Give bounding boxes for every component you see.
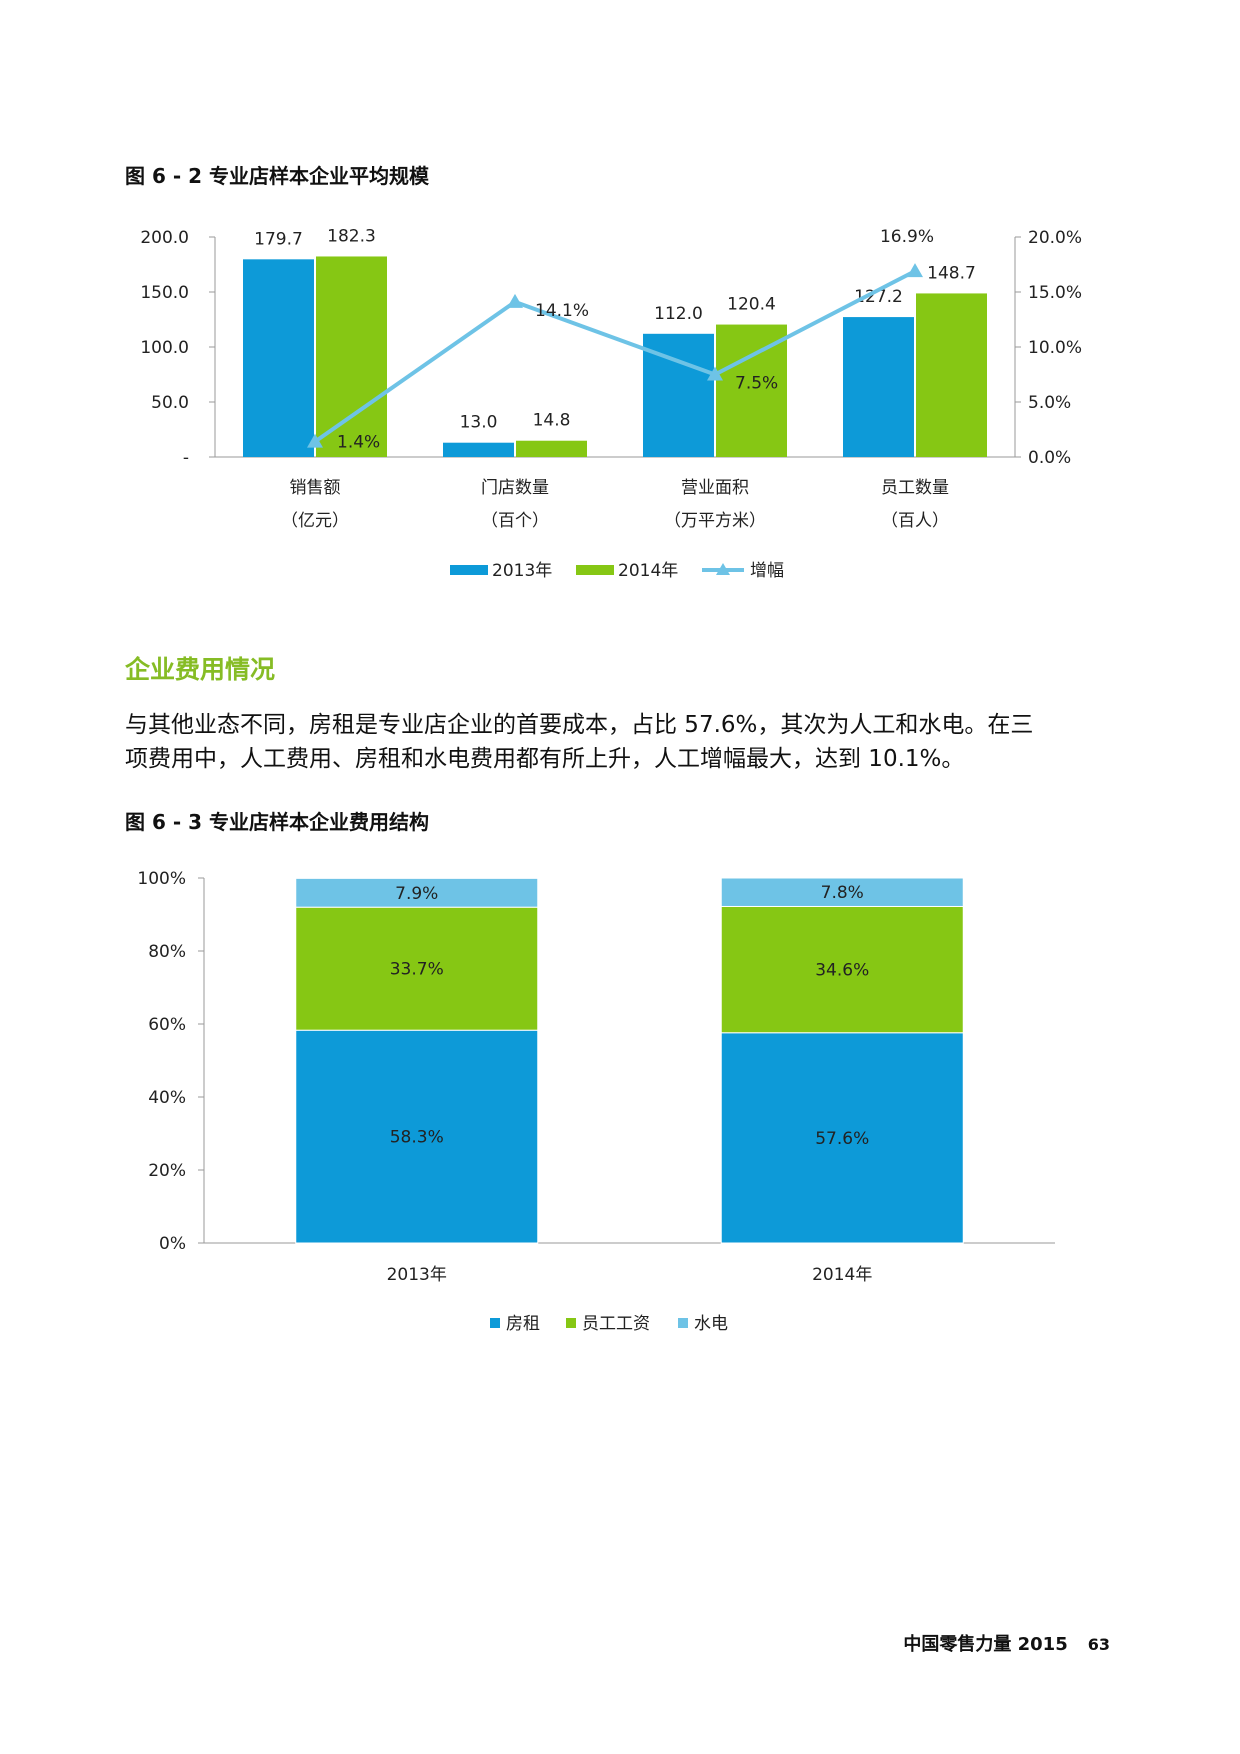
legend-swatch — [566, 1318, 576, 1328]
bar-2014年 — [516, 440, 587, 457]
bar-2014年 — [716, 324, 787, 457]
figure-6-2-title: 图 6 - 2 专业店样本企业平均规模 — [125, 164, 429, 188]
y-axis-tick-label: 20% — [148, 1161, 186, 1181]
growth-line — [313, 269, 916, 444]
x-category-unit-label: （百个） — [481, 511, 549, 531]
bar-value-label: 182.3 — [327, 226, 376, 246]
bar-2013年 — [243, 259, 314, 457]
bar-2013年 — [443, 442, 514, 457]
bar-value-label: 13.0 — [460, 413, 498, 433]
figure-6-3-title: 图 6 - 3 专业店样本企业费用结构 — [125, 810, 429, 834]
growth-value-label: 7.5% — [735, 374, 778, 394]
segment-value-label: 34.6% — [815, 961, 869, 981]
right-axis-tick-label: 0.0% — [1028, 448, 1071, 468]
paragraph-line: 与其他业态不同，房租是专业店企业的首要成本，占比 57.6%，其次为人工和水电。… — [125, 712, 1034, 738]
segment-value-label: 7.9% — [395, 884, 438, 904]
legend-swatch — [450, 565, 488, 575]
growth-marker — [907, 263, 923, 278]
legend-label: 房租 — [506, 1314, 540, 1334]
right-axis-tick-label: 10.0% — [1028, 338, 1082, 358]
bar-2014年 — [916, 293, 987, 457]
legend-swatch — [576, 565, 614, 575]
stacked-segment-水电 — [720, 877, 964, 907]
page-footer: 中国零售力量 2015 63 — [903, 1630, 1110, 1656]
growth-marker — [507, 293, 523, 308]
y-axis-tick-label: 0% — [159, 1234, 186, 1254]
legend-label: 员工工资 — [582, 1314, 650, 1334]
page-number: 63 — [1087, 1635, 1110, 1654]
bar-value-label: 148.7 — [927, 263, 976, 283]
section-heading: 企业费用情况 — [125, 655, 276, 684]
right-axis-tick-label: 15.0% — [1028, 283, 1082, 303]
right-axis-tick-label: 5.0% — [1028, 393, 1071, 413]
growth-value-label: 1.4% — [337, 433, 380, 453]
x-category-unit-label: （万平方米） — [664, 511, 766, 531]
bar-2013年 — [843, 317, 914, 457]
x-category-unit-label: （亿元） — [281, 511, 349, 531]
stacked-segment-员工工资 — [720, 905, 964, 1034]
left-axis-tick-label: - — [183, 448, 189, 468]
figure-6-2-chart: - 50.0 100.0 150.0 200.0 0.0% 5.0% 10.0% 15.0% 20… — [140, 226, 1082, 581]
paragraph-line: 项费用中，人工费用、房租和水电费用都有所上升，人工增幅最大，达到 10.1%。 — [125, 746, 965, 772]
left-axis-tick-label: 200.0 — [140, 228, 189, 248]
stacked-segment-房租 — [295, 1029, 539, 1244]
legend-swatch — [490, 1318, 500, 1328]
x-category-label: 2013年 — [387, 1265, 447, 1285]
legend-label: 增幅 — [750, 561, 784, 581]
right-axis-tick-label: 20.0% — [1028, 228, 1082, 248]
bar-value-label: 120.4 — [727, 295, 776, 315]
segment-value-label: 33.7% — [390, 960, 444, 980]
publication-name: 中国零售力量 2015 — [903, 1634, 1068, 1655]
x-category-label: 2014年 — [812, 1265, 872, 1285]
bar-value-label: 127.2 — [854, 287, 903, 307]
growth-value-label: 14.1% — [535, 301, 589, 321]
figure-6-3-chart: 0% 20% 40% 60% 80% 100% 58.3% 33.7% 7.9% 2013年 57.… — [137, 869, 1055, 1334]
legend-label: 2013年 — [492, 561, 552, 581]
left-axis-tick-label: 150.0 — [140, 283, 189, 303]
stacked-segment-员工工资 — [295, 906, 539, 1031]
x-category-label: 销售额 — [290, 478, 341, 498]
legend-swatch — [678, 1318, 688, 1328]
left-axis-tick-label: 50.0 — [151, 393, 189, 413]
x-category-unit-label: （百人） — [881, 511, 949, 531]
left-axis-tick-label: 100.0 — [140, 338, 189, 358]
growth-marker — [707, 366, 723, 381]
segment-value-label: 57.6% — [815, 1129, 869, 1149]
x-category-label: 营业面积 — [681, 478, 749, 498]
stacked-segment-房租 — [720, 1032, 964, 1244]
segment-value-label: 58.3% — [390, 1128, 444, 1148]
stacked-segment-水电 — [295, 877, 539, 908]
y-axis-tick-label: 80% — [148, 942, 186, 962]
bar-value-label: 14.8 — [533, 411, 571, 431]
growth-marker — [307, 433, 323, 448]
legend-label: 水电 — [694, 1314, 728, 1334]
x-category-label: 门店数量 — [481, 478, 549, 498]
legend-label: 2014年 — [618, 561, 678, 581]
growth-value-label: 16.9% — [880, 227, 934, 247]
bar-value-label: 112.0 — [654, 304, 703, 324]
y-axis-tick-label: 40% — [148, 1088, 186, 1108]
segment-value-label: 7.8% — [821, 883, 864, 903]
y-axis-tick-label: 60% — [148, 1015, 186, 1035]
body-paragraph: 与其他业态不同，房租是专业店企业的首要成本，占比 57.6%，其次为人工和水电。… — [125, 708, 1115, 776]
x-category-label: 员工数量 — [881, 478, 949, 498]
bar-2014年 — [316, 256, 387, 457]
bar-value-label: 179.7 — [254, 229, 303, 249]
y-axis-tick-label: 100% — [137, 869, 186, 889]
legend-marker — [716, 563, 730, 575]
